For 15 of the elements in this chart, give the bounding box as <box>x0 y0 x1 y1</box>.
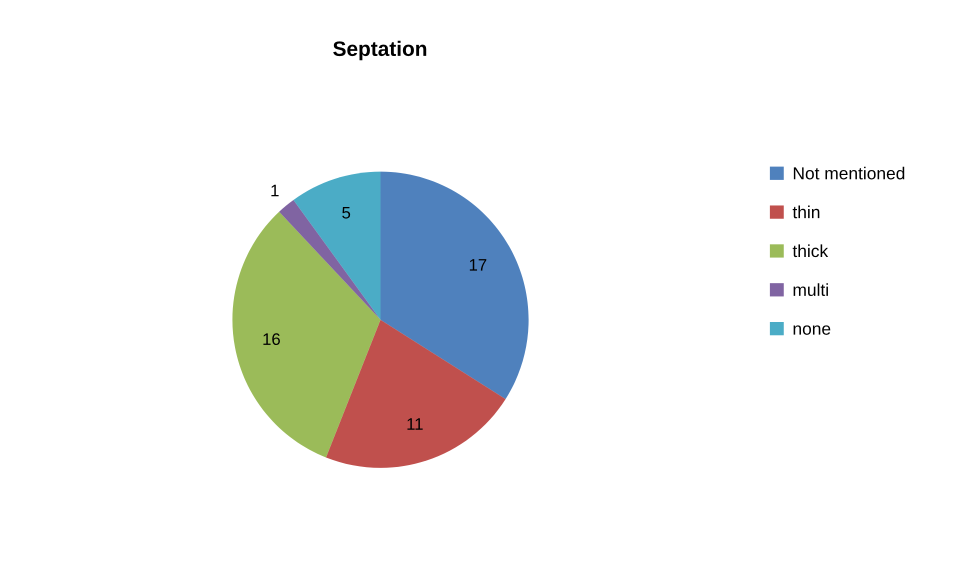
chart-title: Septation <box>333 40 426 60</box>
legend-label: thick <box>792 244 828 258</box>
legend-label: none <box>794 325 830 335</box>
data-label: 5 <box>342 206 350 219</box>
pie-slice <box>279 200 381 320</box>
legend-label: thin <box>792 206 820 218</box>
data-label: 16 <box>263 333 280 346</box>
data-label: 11 <box>407 418 423 430</box>
pie-slice <box>380 172 529 400</box>
legend-label: multi <box>794 283 828 296</box>
pie-slice <box>326 320 506 468</box>
data-label: 1 <box>271 184 279 196</box>
pie-slice <box>293 172 381 320</box>
legend-label: Not mentioned <box>794 166 904 180</box>
data-label: 17 <box>470 259 486 271</box>
